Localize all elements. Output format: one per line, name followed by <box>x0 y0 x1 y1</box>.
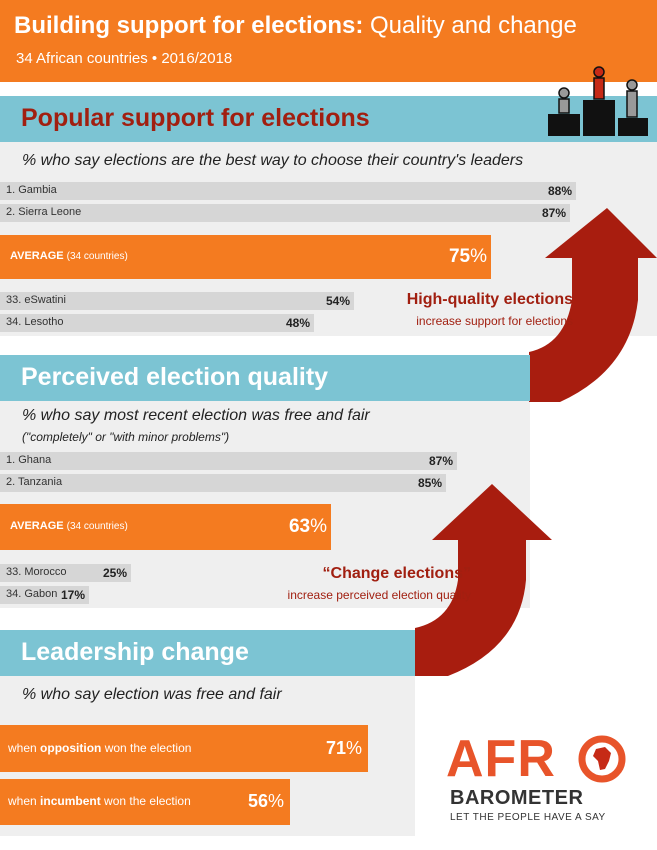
bar-opposition-won: when opposition won the election 71% <box>0 725 368 772</box>
question-support: % who say elections are the best way to … <box>22 152 524 169</box>
arrow-2-title: “Change elections” <box>322 565 471 582</box>
bar-value-morocco: 25% <box>103 566 128 580</box>
bar-tanzania <box>0 474 446 492</box>
bar-average-quality: AVERAGE (34 countries) 63% <box>0 504 331 550</box>
bar-value-gambia: 88% <box>548 184 573 198</box>
average-label: AVERAGE (34 countries) <box>10 250 128 262</box>
bar-gabon <box>0 586 89 604</box>
title-light-part: Quality and change <box>370 12 577 39</box>
bar-label-tanzania: 2. Tanzania <box>6 476 63 488</box>
average-label: AVERAGE (34 countries) <box>10 520 128 532</box>
average-value-quality: 63% <box>289 516 327 538</box>
question-note-quality: ("completely" or "with minor problems") <box>22 430 230 444</box>
bar-incumbent-won: when incumbent won the election 56% <box>0 779 290 825</box>
label-bold: opposition <box>40 741 102 755</box>
average-number: 75 <box>448 246 471 267</box>
bar-label-lesotho: 34. Lesotho <box>6 316 64 328</box>
upward-arrow-2 <box>415 484 552 676</box>
band-change: Leadership change <box>0 630 415 676</box>
label-prefix: when <box>8 794 41 808</box>
value-unit: % <box>267 791 284 811</box>
label-suffix: won the election <box>100 794 191 808</box>
page-subtitle: 34 African countries • 2016/2018 <box>16 50 233 67</box>
question-quality: % who say most recent election was free … <box>22 407 370 424</box>
arrow-2-subtitle: increase perceived election quality <box>287 588 471 602</box>
label-prefix: when <box>8 741 41 755</box>
afrobarometer-logo: AFR BAROMETER LET THE PEOPLE HAVE A SAY <box>446 730 646 833</box>
bar-label-gambia: 1. Gambia <box>6 184 57 196</box>
bar-average-support: AVERAGE (34 countries) 75% <box>0 235 491 279</box>
section-title-change: Leadership change <box>21 638 249 666</box>
label-suffix: won the election <box>101 741 192 755</box>
logo-barometer: BAROMETER <box>450 787 584 809</box>
average-number: 63 <box>288 516 311 537</box>
bar-gambia <box>0 182 576 200</box>
upward-arrow-1 <box>529 208 657 402</box>
average-sub: (34 countries) <box>66 521 128 532</box>
question-change: % who say election was free and fair <box>22 686 282 703</box>
band-support: Popular support for elections <box>0 96 657 142</box>
bar-value-eswatini: 54% <box>326 294 351 308</box>
logo-afr: AFR <box>446 730 556 788</box>
label-bold: incumbent <box>40 794 101 808</box>
average-value-support: 75% <box>449 246 487 268</box>
bar-label-sierra-leone: 2. Sierra Leone <box>6 206 82 218</box>
average-unit: % <box>310 516 327 537</box>
value-number: 71 <box>325 738 346 758</box>
bar-label-opposition: when opposition won the election <box>8 741 191 755</box>
header-banner: Building support for elections: Quality … <box>0 0 657 82</box>
bar-value-ghana: 87% <box>429 454 454 468</box>
average-sub: (34 countries) <box>66 251 128 262</box>
podium-icon <box>548 66 648 136</box>
logo-tagline: LET THE PEOPLE HAVE A SAY <box>450 812 606 823</box>
bar-value-gabon: 17% <box>61 588 86 602</box>
bar-value-opposition: 71% <box>326 738 362 759</box>
average-unit: % <box>470 246 487 267</box>
average-text: AVERAGE <box>10 520 64 532</box>
average-text: AVERAGE <box>10 250 64 262</box>
bar-lesotho <box>0 314 314 332</box>
section-title-support: Popular support for elections <box>21 104 370 132</box>
value-number: 56 <box>247 791 268 811</box>
section-title-quality: Perceived election quality <box>21 363 329 391</box>
bar-label-ghana: 1. Ghana <box>6 454 52 466</box>
bar-label-eswatini: 33. eSwatini <box>6 294 66 306</box>
title-bold-part: Building support for elections: <box>14 12 364 39</box>
bar-value-incumbent: 56% <box>248 791 284 812</box>
bar-sierra-leone <box>0 204 570 222</box>
bar-label-gabon: 34. Gabon <box>6 588 58 600</box>
bar-label-incumbent: when incumbent won the election <box>8 794 191 808</box>
africa-map-icon <box>578 735 626 783</box>
bar-morocco <box>0 564 131 582</box>
value-unit: % <box>345 738 362 758</box>
bar-eswatini <box>0 292 354 310</box>
band-quality: Perceived election quality <box>0 355 530 401</box>
arrow-1-subtitle: increase support for elections <box>416 314 573 328</box>
arrow-1-title: High-quality elections <box>406 291 573 308</box>
page-title: Building support for elections: Quality … <box>14 12 577 40</box>
bar-value-tanzania: 85% <box>418 476 443 490</box>
bar-label-morocco: 33. Morocco <box>6 566 67 578</box>
bar-value-lesotho: 48% <box>286 316 311 330</box>
bar-ghana <box>0 452 457 470</box>
bar-value-sierra-leone: 87% <box>542 206 567 220</box>
